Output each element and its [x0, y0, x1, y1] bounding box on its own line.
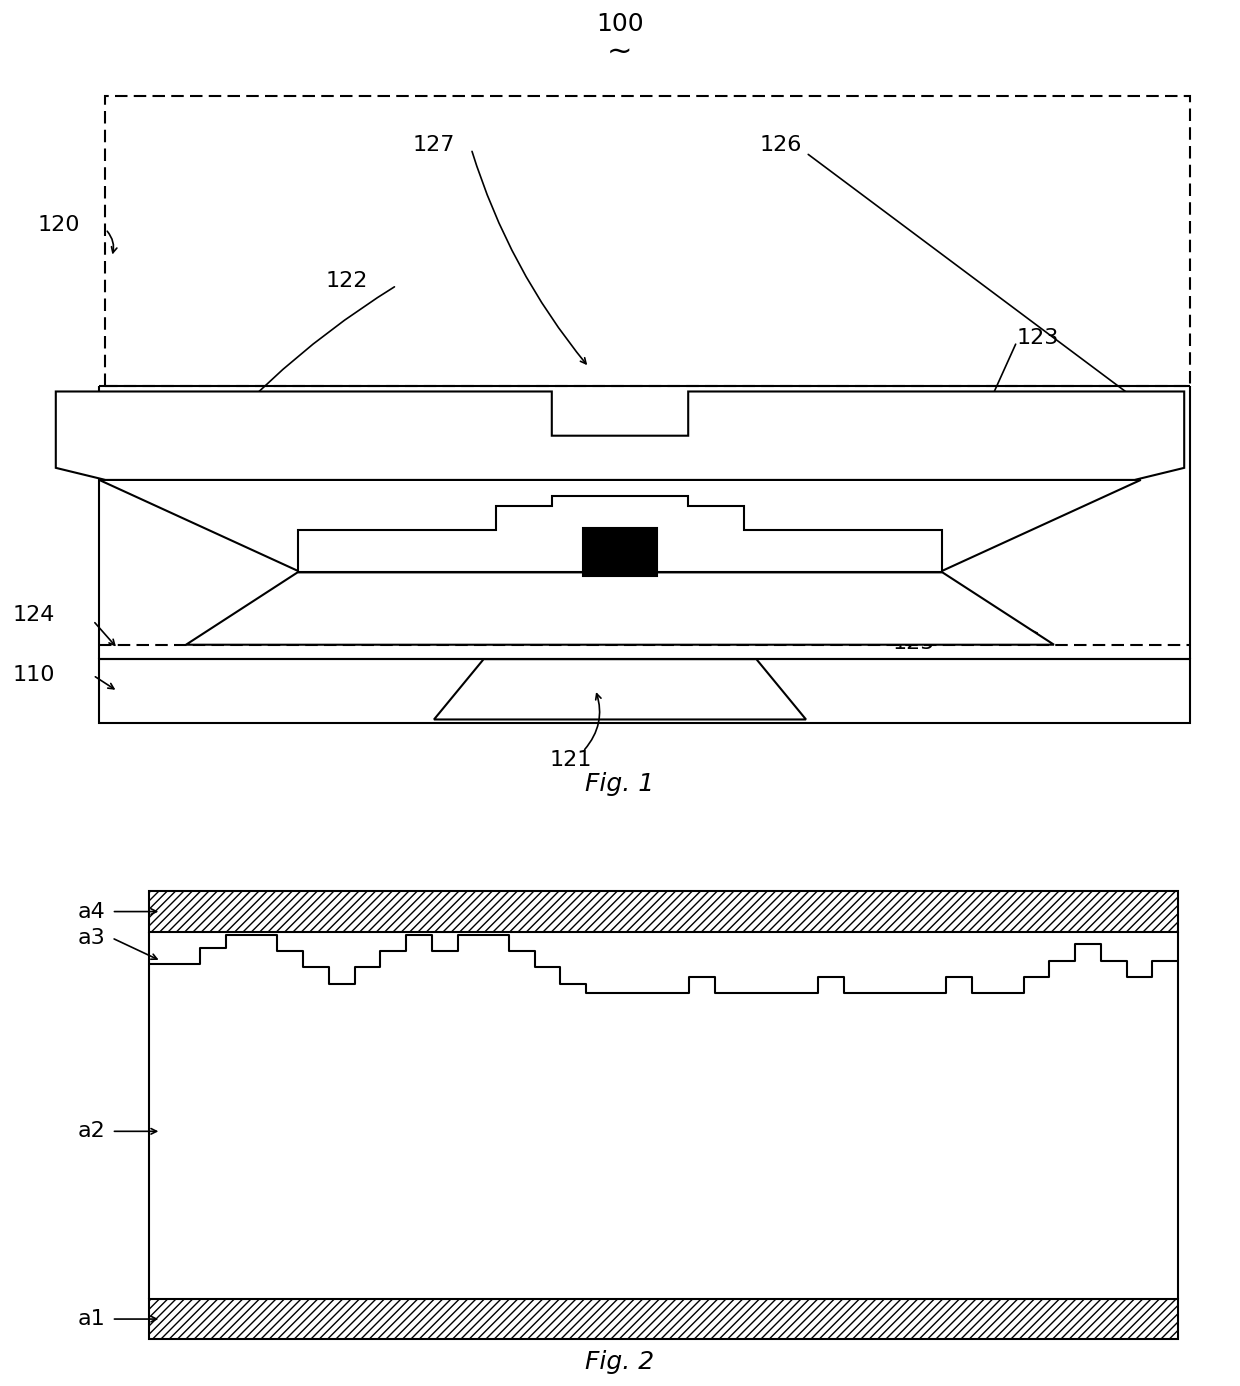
- Text: ~: ~: [608, 37, 632, 67]
- Text: 123: 123: [1017, 327, 1059, 348]
- Text: 122: 122: [326, 272, 368, 291]
- Text: 124: 124: [12, 604, 55, 625]
- Polygon shape: [298, 496, 942, 572]
- Bar: [149, 1299, 1178, 1339]
- Text: a2: a2: [78, 1121, 105, 1141]
- Polygon shape: [56, 391, 1184, 480]
- Text: 110: 110: [12, 665, 55, 685]
- Bar: [149, 891, 1178, 931]
- Polygon shape: [99, 660, 1190, 723]
- Text: 126: 126: [760, 134, 802, 155]
- Polygon shape: [583, 528, 657, 577]
- Bar: [105, 97, 1190, 385]
- Text: 100: 100: [596, 12, 644, 36]
- Polygon shape: [186, 572, 1054, 644]
- Polygon shape: [99, 480, 1141, 571]
- Text: 125: 125: [893, 633, 935, 653]
- Text: 120: 120: [37, 215, 79, 236]
- Text: a1: a1: [78, 1308, 105, 1329]
- Text: Fig. 2: Fig. 2: [585, 1350, 655, 1375]
- Text: 127: 127: [413, 134, 455, 155]
- Polygon shape: [434, 660, 806, 719]
- Text: 121: 121: [549, 750, 591, 769]
- Text: a4: a4: [78, 901, 105, 922]
- Text: Fig. 1: Fig. 1: [585, 772, 655, 796]
- Text: a3: a3: [78, 927, 105, 948]
